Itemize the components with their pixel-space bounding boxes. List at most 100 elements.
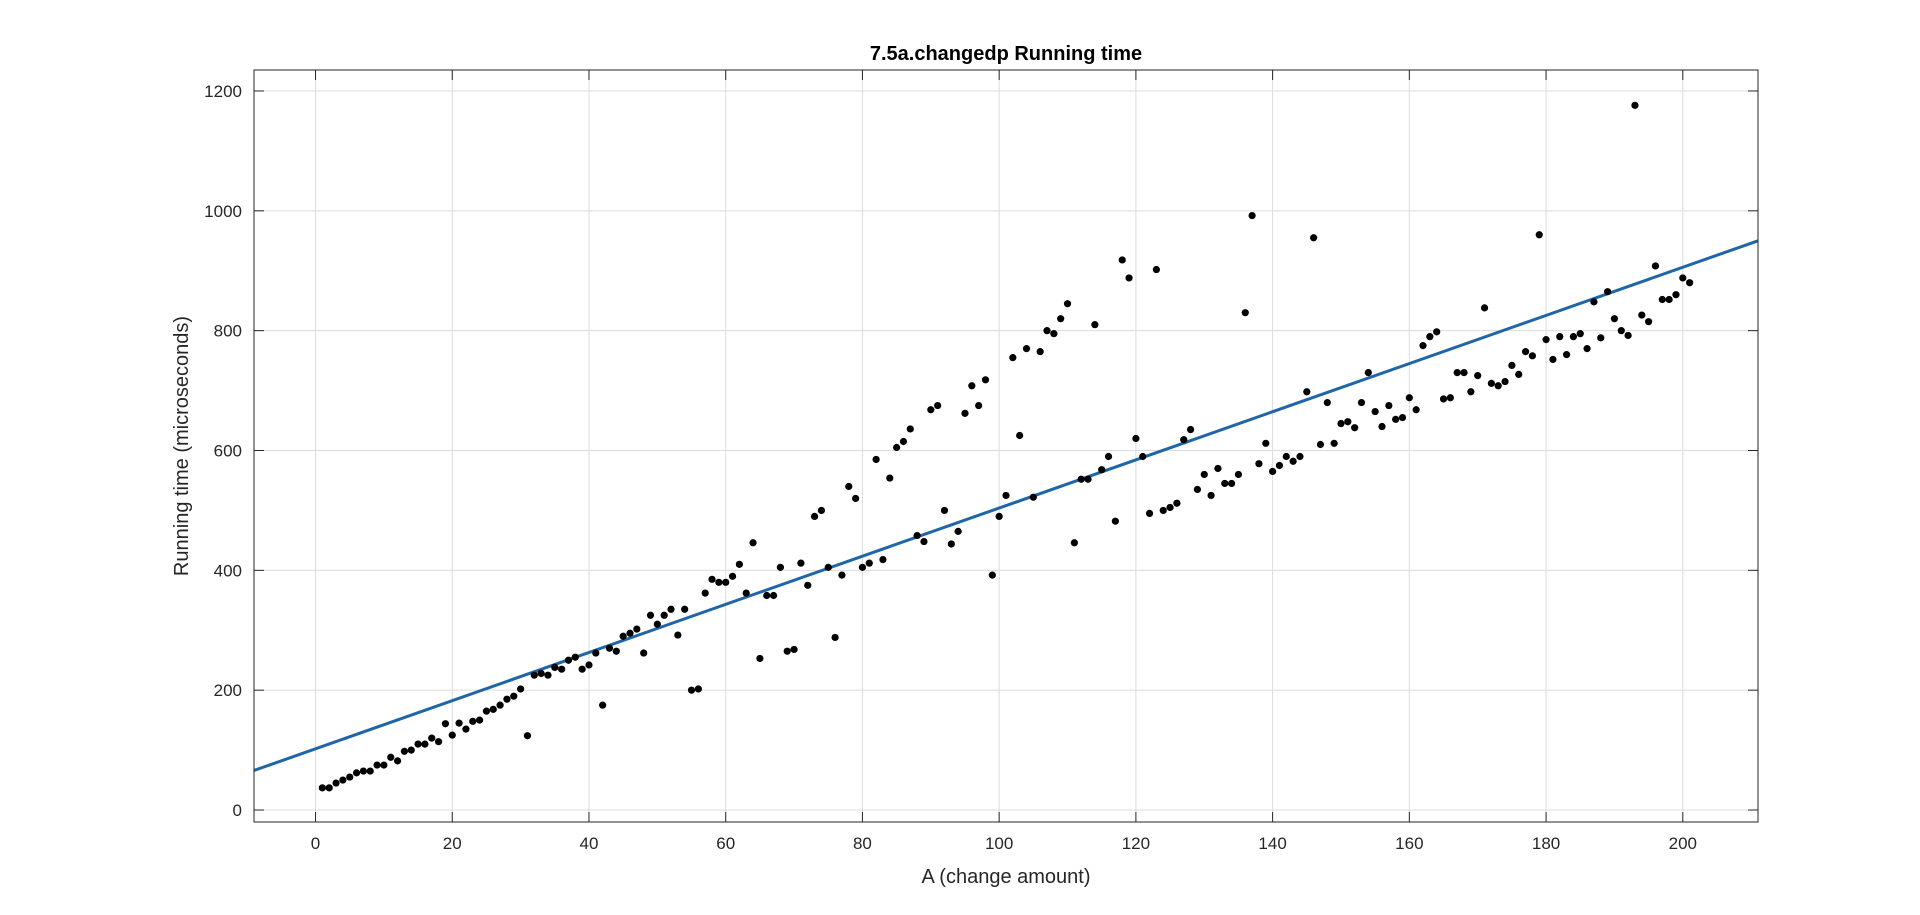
data-point bbox=[414, 740, 422, 748]
data-point bbox=[1658, 295, 1666, 304]
data-point bbox=[1508, 361, 1516, 370]
data-point bbox=[1098, 466, 1106, 474]
data-point bbox=[1631, 101, 1639, 109]
plot-area bbox=[254, 70, 1758, 822]
data-point bbox=[1665, 295, 1673, 304]
data-point bbox=[927, 406, 935, 414]
data-point bbox=[633, 625, 641, 633]
plot-frame bbox=[253, 69, 1759, 823]
data-point bbox=[906, 425, 914, 433]
data-point bbox=[858, 563, 867, 571]
data-point bbox=[1446, 394, 1454, 402]
data-point bbox=[1214, 464, 1222, 473]
data-point bbox=[1638, 311, 1646, 319]
data-point bbox=[1535, 231, 1543, 239]
data-point bbox=[1063, 300, 1072, 308]
data-point bbox=[954, 527, 962, 535]
data-point bbox=[1569, 333, 1578, 341]
x-tick-label: 100 bbox=[985, 834, 1013, 853]
data-point bbox=[1070, 539, 1078, 547]
x-tick-label: 160 bbox=[1395, 834, 1423, 853]
data-point bbox=[1590, 298, 1598, 306]
axis-ticks bbox=[254, 70, 1758, 822]
data-point bbox=[373, 761, 381, 769]
data-point bbox=[1009, 354, 1017, 362]
data-point bbox=[592, 649, 600, 657]
data-point bbox=[872, 455, 880, 464]
data-point bbox=[1173, 499, 1181, 507]
data-point bbox=[1269, 467, 1277, 476]
data-point bbox=[448, 731, 456, 739]
data-point bbox=[489, 705, 497, 713]
data-point bbox=[667, 605, 675, 613]
data-point bbox=[776, 563, 785, 571]
data-point bbox=[1248, 212, 1256, 220]
data-point bbox=[1050, 330, 1058, 338]
data-point bbox=[886, 474, 894, 482]
data-point bbox=[1453, 368, 1461, 377]
x-tick-label: 80 bbox=[853, 834, 872, 853]
data-point bbox=[1152, 265, 1160, 274]
data-point bbox=[742, 589, 750, 597]
data-point bbox=[517, 685, 525, 693]
data-point bbox=[612, 647, 620, 655]
data-point bbox=[1337, 419, 1345, 428]
data-point bbox=[1487, 379, 1495, 387]
data-point bbox=[783, 647, 791, 655]
data-point bbox=[1467, 388, 1475, 396]
data-point bbox=[1282, 452, 1290, 461]
data-point bbox=[1091, 321, 1099, 329]
data-point bbox=[1385, 401, 1393, 410]
data-point bbox=[824, 563, 832, 571]
y-tick-label: 200 bbox=[214, 681, 242, 700]
data-point bbox=[558, 665, 566, 673]
data-point bbox=[1057, 315, 1065, 323]
data-point bbox=[749, 539, 757, 547]
data-point bbox=[1433, 328, 1441, 336]
data-point bbox=[722, 578, 730, 586]
data-point bbox=[1330, 439, 1338, 447]
data-point bbox=[1480, 304, 1489, 312]
data-point bbox=[1562, 351, 1571, 359]
data-point bbox=[1521, 348, 1530, 356]
data-point bbox=[1645, 318, 1653, 326]
x-tick-label: 200 bbox=[1669, 834, 1697, 853]
data-point bbox=[1016, 431, 1024, 440]
data-point bbox=[708, 575, 716, 583]
x-axis-label: A (change amount) bbox=[922, 866, 1091, 888]
data-point bbox=[1029, 493, 1037, 501]
data-point bbox=[1351, 424, 1359, 432]
data-point bbox=[1118, 256, 1126, 264]
data-point bbox=[1180, 436, 1188, 444]
data-point bbox=[893, 443, 901, 452]
data-point bbox=[797, 559, 805, 567]
data-point bbox=[1077, 475, 1085, 483]
data-point bbox=[1262, 439, 1270, 447]
data-points bbox=[318, 101, 1694, 792]
data-point bbox=[1556, 333, 1564, 341]
data-point bbox=[640, 649, 648, 657]
data-point bbox=[975, 401, 983, 410]
data-point bbox=[1275, 461, 1284, 470]
fit-line-group bbox=[253, 239, 1759, 772]
data-point bbox=[1145, 509, 1154, 518]
data-point bbox=[407, 746, 415, 754]
data-point bbox=[482, 707, 491, 715]
data-point bbox=[393, 757, 402, 765]
data-point bbox=[988, 571, 996, 579]
data-point bbox=[1617, 327, 1625, 335]
data-point bbox=[995, 512, 1003, 521]
data-point bbox=[831, 633, 839, 642]
y-tick-label: 400 bbox=[214, 561, 242, 580]
data-point bbox=[503, 695, 511, 703]
fit-line bbox=[253, 239, 1759, 772]
data-point bbox=[1200, 470, 1208, 479]
data-point bbox=[817, 506, 826, 515]
x-tick-label: 0 bbox=[311, 834, 320, 853]
data-point bbox=[681, 605, 689, 613]
data-point bbox=[838, 571, 846, 579]
data-point bbox=[981, 376, 990, 384]
data-point bbox=[1501, 377, 1509, 386]
data-point bbox=[1371, 407, 1379, 416]
data-point bbox=[1159, 506, 1167, 515]
